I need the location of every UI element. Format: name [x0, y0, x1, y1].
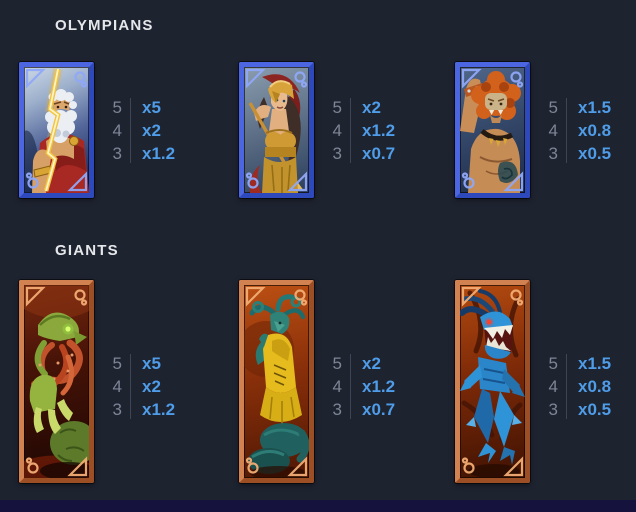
multiplier: x2	[362, 354, 381, 373]
symbol-card-zeus	[19, 62, 94, 198]
zeus-icon	[24, 67, 89, 193]
bottom-bar	[0, 500, 636, 512]
multiplier: x1.5	[578, 98, 612, 117]
symbol-card-serpent-giant	[239, 280, 314, 483]
multiplier: x1.2	[142, 400, 176, 419]
count: 3	[112, 400, 122, 419]
multiplier: x5	[142, 354, 161, 373]
divider	[566, 98, 567, 163]
athena-icon	[244, 67, 309, 193]
multiplier: x0.7	[362, 144, 396, 163]
multiplier: x0.8	[578, 121, 612, 140]
serpent-giant-icon	[244, 285, 309, 478]
count: 4	[548, 377, 558, 396]
multiplier: x2	[142, 377, 161, 396]
multiplier: x1.2	[142, 144, 176, 163]
symbol-card-spike-giant	[455, 280, 530, 483]
multiplier: x1.2	[362, 121, 396, 140]
multiplier: x1.2	[362, 377, 396, 396]
paytable-values-spike-giant: 5 4 3 x1.5 x0.8 x0.5	[543, 352, 611, 421]
count: 4	[112, 121, 122, 140]
multiplier: x0.8	[578, 377, 612, 396]
multiplier: x0.5	[578, 400, 612, 419]
divider	[566, 354, 567, 419]
paytable-values-heracles: 5 4 3 x1.5 x0.8 x0.5	[543, 96, 611, 165]
count: 3	[112, 144, 122, 163]
paytable-values-athena: 5 4 3 x2 x1.2 x0.7	[327, 96, 395, 165]
multiplier: x2	[362, 98, 381, 117]
count: 5	[112, 98, 122, 117]
multiplier: x2	[142, 121, 161, 140]
paytable-values-zeus: 5 4 3 x5 x2 x1.2	[107, 96, 175, 165]
tentacle-giant-icon	[24, 285, 89, 478]
count: 5	[548, 354, 558, 373]
count: 4	[548, 121, 558, 140]
multiplier: x0.5	[578, 144, 612, 163]
count: 5	[332, 354, 342, 373]
count: 4	[332, 377, 342, 396]
divider	[130, 98, 131, 163]
paytable-values-serpent-giant: 5 4 3 x2 x1.2 x0.7	[327, 352, 395, 421]
multiplier: x0.7	[362, 400, 396, 419]
symbol-card-athena	[239, 62, 314, 198]
multiplier: x5	[142, 98, 161, 117]
count: 4	[332, 121, 342, 140]
spike-giant-icon	[460, 285, 525, 478]
count: 4	[112, 377, 122, 396]
count: 5	[548, 98, 558, 117]
symbol-card-heracles	[455, 62, 530, 198]
divider	[350, 98, 351, 163]
divider	[350, 354, 351, 419]
section-title-olympians: OLYMPIANS	[55, 17, 154, 34]
count: 3	[548, 144, 558, 163]
symbol-card-tentacle-giant	[19, 280, 94, 483]
heracles-icon	[460, 67, 525, 193]
paytable-values-tentacle-giant: 5 4 3 x5 x2 x1.2	[107, 352, 175, 421]
section-title-giants: GIANTS	[55, 242, 119, 259]
count: 3	[548, 400, 558, 419]
count: 3	[332, 400, 342, 419]
multiplier: x1.5	[578, 354, 612, 373]
count: 5	[112, 354, 122, 373]
count: 5	[332, 98, 342, 117]
divider	[130, 354, 131, 419]
count: 3	[332, 144, 342, 163]
